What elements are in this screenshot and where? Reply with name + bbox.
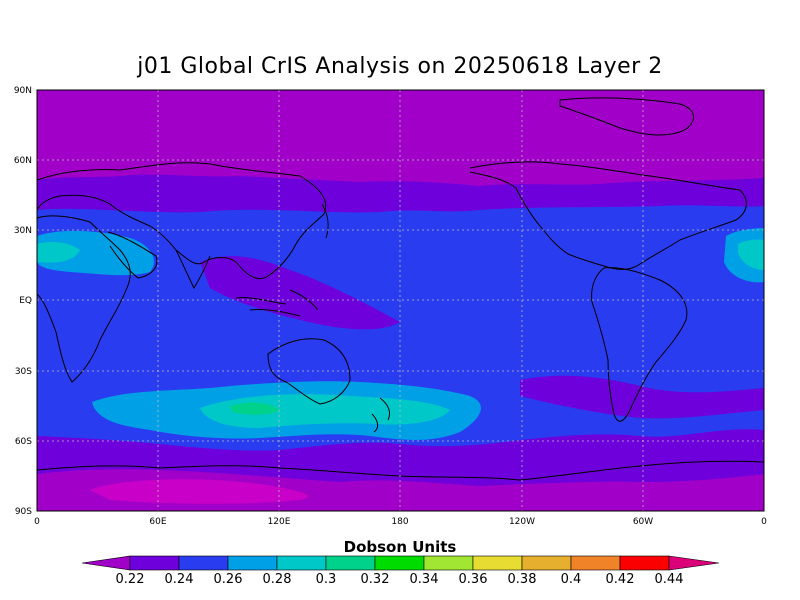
lat-label-90s: 90S <box>15 507 32 517</box>
colorbar-box <box>472 555 523 571</box>
lon-label-0-east: 0 <box>761 517 767 527</box>
colorbar-tick-label: 0.42 <box>606 572 635 587</box>
map-title: j01 Global CrIS Analysis on 20250618 Lay… <box>137 54 663 79</box>
lon-label-60e: 60E <box>149 517 166 527</box>
colorbar-label: Dobson Units <box>344 538 457 556</box>
colorbar-tick-label: 0.3 <box>316 572 337 587</box>
colorbar-box <box>521 555 572 571</box>
colorbar-tick-label: 0.24 <box>165 572 194 587</box>
colorbar <box>81 555 720 571</box>
ozone-field <box>37 90 764 511</box>
graticule <box>37 90 764 511</box>
colorbar-box <box>570 555 621 571</box>
colorbar-tick-label: 0.32 <box>361 572 390 587</box>
colorbar-box <box>423 555 474 571</box>
colorbar-box <box>129 555 180 571</box>
colorbar-tick-label: 0.38 <box>508 572 537 587</box>
colorbar-box <box>178 555 229 571</box>
colorbar-box <box>276 555 327 571</box>
colorbar-end-low <box>81 555 131 571</box>
lon-labels: 0 60E 120E 180 120W 60W 0 <box>34 517 767 527</box>
colorbar-box <box>374 555 425 571</box>
lat-label-30s: 30S <box>15 367 32 377</box>
lat-labels: 90N 60N 30N EQ 30S 60S 90S <box>14 86 32 517</box>
colorbar-tick-label: 0.44 <box>655 572 684 587</box>
lon-label-120e: 120E <box>268 517 291 527</box>
lat-label-eq: EQ <box>19 296 32 306</box>
colorbar-box <box>325 555 376 571</box>
colorbar-tick-label: 0.34 <box>410 572 439 587</box>
map-frame <box>36 89 765 512</box>
colorbar-tick-label: 0.26 <box>214 572 243 587</box>
lat-label-60n: 60N <box>14 156 32 166</box>
colorbar-box <box>619 555 670 571</box>
colorbar-tick-label: 0.36 <box>459 572 488 587</box>
colorbar-ticks: 0.22 0.24 0.26 0.28 0.3 0.32 0.34 0.36 0.38 0.4 0.… <box>116 572 684 587</box>
lat-label-30n: 30N <box>14 226 32 236</box>
lat-label-90n: 90N <box>14 86 32 96</box>
lat-label-60s: 60S <box>15 437 32 447</box>
lon-label-60w: 60W <box>633 517 653 527</box>
lon-label-120w: 120W <box>509 517 535 527</box>
lon-label-0-west: 0 <box>34 517 40 527</box>
lon-label-180: 180 <box>391 517 408 527</box>
colorbar-tick-label: 0.28 <box>263 572 292 587</box>
colorbar-box <box>227 555 278 571</box>
colorbar-end-high <box>668 555 720 571</box>
colorbar-tick-label: 0.22 <box>116 572 145 587</box>
colorbar-tick-label: 0.4 <box>561 572 582 587</box>
